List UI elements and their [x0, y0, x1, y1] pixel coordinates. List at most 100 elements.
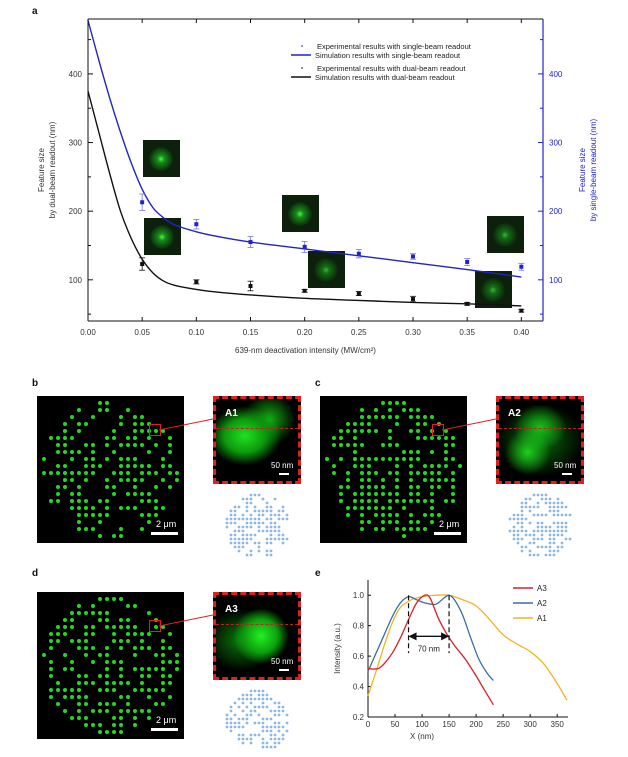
dot	[105, 513, 109, 517]
dot	[233, 721, 237, 725]
x-tick-label: 0.40	[514, 328, 530, 337]
dot	[175, 660, 179, 664]
dot	[245, 525, 249, 529]
dot	[84, 646, 88, 650]
dot	[168, 443, 172, 447]
dot	[229, 721, 233, 725]
dot	[91, 513, 95, 517]
dot	[229, 729, 233, 733]
dot	[133, 436, 137, 440]
dot	[98, 499, 102, 503]
dot	[430, 464, 434, 468]
dot	[269, 517, 273, 521]
dot	[237, 545, 241, 549]
x-tick-label: 200	[469, 720, 483, 729]
dot	[233, 505, 237, 509]
dot	[245, 501, 249, 505]
dot	[430, 485, 434, 489]
y-axis-label-right: Feature size by single-beam readout (nm)	[578, 119, 598, 222]
dot	[112, 534, 116, 538]
dot	[84, 499, 88, 503]
dot	[520, 545, 524, 549]
scale-bar-label: 2 μm	[439, 519, 460, 529]
dot	[395, 492, 399, 496]
dot	[257, 733, 261, 737]
dot	[119, 422, 123, 426]
dot	[70, 450, 74, 454]
dot	[84, 443, 88, 447]
dot	[560, 533, 564, 537]
dot	[346, 478, 350, 482]
dot	[548, 553, 552, 557]
dot	[269, 553, 273, 557]
dot	[63, 625, 67, 629]
dot	[161, 674, 165, 678]
dot	[367, 485, 371, 489]
dot	[249, 521, 253, 525]
dot	[261, 693, 265, 697]
dot	[430, 499, 434, 503]
dot	[84, 723, 88, 727]
dot	[265, 693, 269, 697]
dot	[423, 415, 427, 419]
dot	[105, 597, 109, 601]
x-tick-label: 0.10	[189, 328, 205, 337]
dot	[423, 471, 427, 475]
dot	[536, 501, 540, 505]
dot	[269, 745, 273, 749]
dot	[444, 429, 448, 433]
connector-line	[159, 614, 214, 627]
dot	[105, 401, 109, 405]
dot	[444, 499, 448, 503]
dot	[98, 730, 102, 734]
dot	[360, 415, 364, 419]
dot	[281, 737, 285, 741]
dot	[265, 741, 269, 745]
dot	[402, 499, 406, 503]
dot	[273, 709, 277, 713]
dot	[560, 529, 564, 533]
dot	[105, 485, 109, 489]
dot	[229, 521, 233, 525]
dot	[133, 506, 137, 510]
dot	[540, 545, 544, 549]
legend-label: Experimental results with dual-beam read…	[317, 64, 466, 73]
x-tick-label: 0.20	[297, 328, 313, 337]
legend-label: Experimental results with single-beam re…	[317, 42, 472, 51]
dot	[339, 457, 343, 461]
dot	[154, 506, 158, 510]
dot	[402, 401, 406, 405]
dot	[49, 695, 53, 699]
dot	[416, 492, 420, 496]
dot	[532, 553, 536, 557]
dot	[140, 492, 144, 496]
dot	[277, 725, 281, 729]
dot	[381, 513, 385, 517]
legend-marker	[301, 45, 303, 47]
dot	[540, 513, 544, 517]
dot	[63, 450, 67, 454]
dot	[63, 632, 67, 636]
dot	[119, 660, 123, 664]
dot	[105, 618, 109, 622]
dot	[225, 725, 229, 729]
dot	[77, 408, 81, 412]
dot	[395, 527, 399, 531]
dot	[98, 513, 102, 517]
dot	[133, 492, 137, 496]
dot	[241, 737, 245, 741]
dot	[84, 506, 88, 510]
dot	[257, 525, 261, 529]
dot	[249, 533, 253, 537]
dot	[520, 529, 524, 533]
dot	[70, 716, 74, 720]
dot	[175, 667, 179, 671]
dot	[91, 471, 95, 475]
dot	[516, 513, 520, 517]
dot	[84, 653, 88, 657]
dot	[229, 513, 233, 517]
dot	[233, 521, 237, 525]
dot	[257, 705, 261, 709]
dot	[140, 415, 144, 419]
dot	[388, 436, 392, 440]
